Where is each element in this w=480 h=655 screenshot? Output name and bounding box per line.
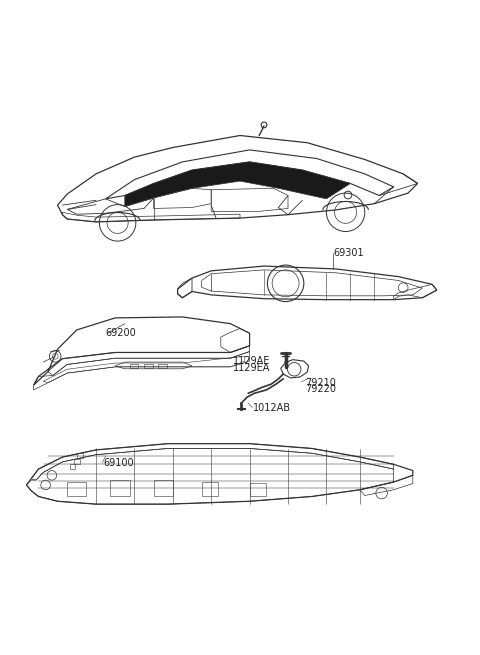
Text: 1012AB: 1012AB [253, 403, 291, 413]
Text: 79210: 79210 [305, 378, 336, 388]
Text: 1129EA: 1129EA [233, 364, 270, 373]
Text: 69200: 69200 [106, 328, 136, 338]
Text: 69301: 69301 [334, 248, 364, 258]
Text: 79220: 79220 [305, 384, 336, 394]
Text: 69100: 69100 [103, 458, 134, 468]
Polygon shape [125, 162, 350, 206]
Text: 1129AE: 1129AE [233, 356, 270, 366]
